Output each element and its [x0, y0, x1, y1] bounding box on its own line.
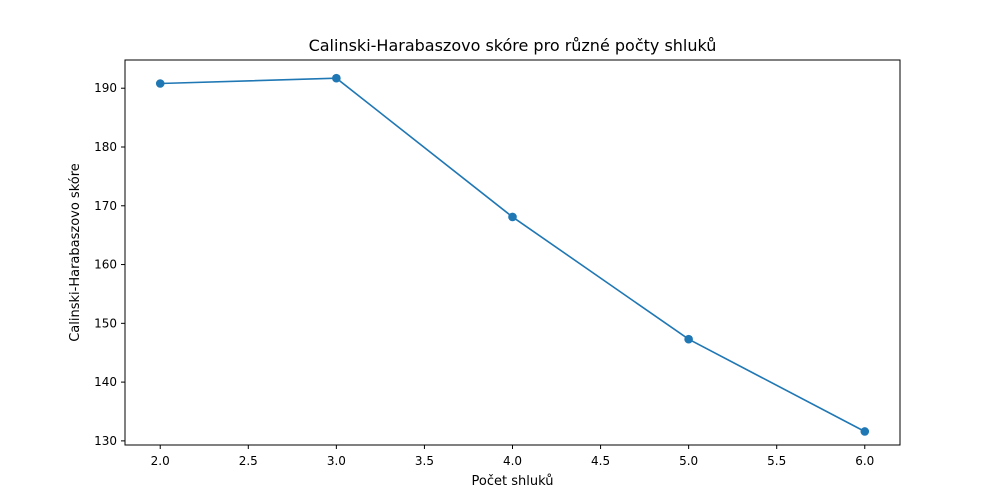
x-tick-label: 4.0 — [503, 454, 522, 468]
plot-area: 2.0 2.5 3.0 3.5 4.0 4.5 5.0 5.5 6.0 130 140 150 160 1… — [94, 59, 901, 468]
x-tick-label: 3.0 — [327, 454, 346, 468]
x-tick-label: 4.5 — [591, 454, 610, 468]
y-tick-label: 180 — [94, 140, 117, 154]
x-tick-label: 5.0 — [679, 454, 698, 468]
data-point — [684, 334, 693, 344]
x-tick-label: 5.5 — [767, 454, 786, 468]
y-tick-label: 130 — [94, 434, 117, 448]
chart-title: Calinski-Harabaszovo skóre pro různé poč… — [309, 36, 717, 55]
y-tick-label: 170 — [94, 199, 117, 213]
x-axis-label: Počet shluků — [472, 474, 554, 489]
y-tick-label: 160 — [94, 258, 117, 272]
y-tick-label: 150 — [94, 316, 117, 330]
y-tick-label: 190 — [94, 81, 117, 95]
data-point — [155, 79, 165, 88]
x-tick-label: 6.0 — [855, 454, 874, 468]
x-tick-label: 2.5 — [239, 454, 258, 468]
y-tick-label: 140 — [94, 375, 117, 389]
x-tick-label: 2.0 — [151, 454, 170, 468]
data-point — [860, 427, 870, 436]
data-point — [332, 73, 341, 83]
x-tick-label: 3.5 — [415, 454, 434, 468]
y-axis-label: Calinski-Harabaszovo skóre — [68, 163, 83, 342]
data-point — [508, 212, 517, 222]
